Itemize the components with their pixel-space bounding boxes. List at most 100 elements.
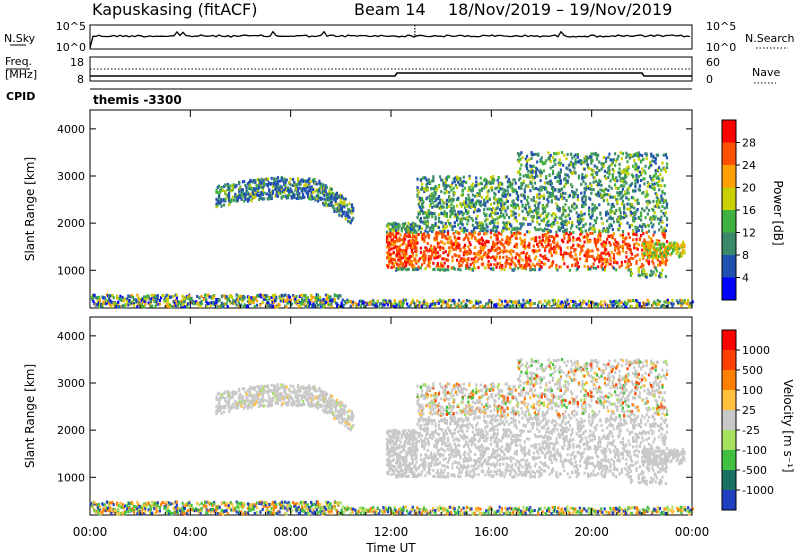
power-cell	[515, 232, 518, 236]
power-cell	[474, 208, 477, 212]
power-cell	[423, 216, 426, 220]
power-cell	[632, 216, 635, 220]
power-cell	[668, 242, 671, 246]
power-cell	[462, 251, 465, 255]
power-cell	[245, 188, 248, 192]
power-cell	[464, 264, 468, 268]
power-cell	[446, 241, 450, 245]
power-cell	[464, 201, 468, 205]
power-cell	[676, 245, 680, 249]
power-cell	[551, 240, 555, 244]
power-cell	[541, 235, 544, 239]
power-cell	[449, 185, 452, 189]
power-cell	[435, 238, 438, 242]
power-cell	[439, 248, 442, 252]
power-cell	[495, 229, 498, 233]
power-cell	[531, 263, 534, 267]
power-cell	[575, 205, 578, 209]
power-cell	[446, 219, 450, 223]
power-cell	[240, 295, 243, 299]
power-cell	[528, 158, 531, 162]
power-cell	[541, 203, 544, 207]
power-cell	[597, 181, 600, 185]
power-cell	[533, 181, 537, 185]
power-cell	[635, 241, 638, 245]
power-cell	[423, 175, 426, 179]
velocity-cell	[95, 503, 98, 507]
power-cell	[565, 228, 568, 232]
noise-left-tick-bottom: 10^0	[56, 41, 86, 54]
power-cell	[481, 203, 485, 207]
power-cell	[600, 255, 603, 259]
power-cell	[312, 302, 315, 306]
power-cell	[217, 193, 221, 197]
power-cell	[418, 303, 421, 307]
power-cell	[425, 178, 428, 182]
power-cell	[281, 297, 285, 301]
power-cell	[589, 226, 592, 230]
power-cell	[290, 189, 293, 193]
power-cell	[525, 261, 529, 265]
power-cell	[593, 204, 596, 208]
power-cell	[525, 198, 529, 202]
power-cell	[211, 296, 215, 300]
power-cell	[537, 205, 540, 209]
power-cell	[163, 299, 166, 303]
power-cell	[294, 301, 297, 305]
power-cell	[610, 186, 613, 190]
power-cell	[262, 297, 265, 301]
power-cell	[603, 243, 607, 247]
power-cell	[387, 264, 390, 268]
power-cell	[104, 302, 107, 306]
power-cell	[624, 213, 627, 217]
power-cell	[340, 303, 343, 307]
power-cell	[335, 194, 339, 198]
power-cell	[433, 267, 436, 271]
power-cell	[219, 303, 223, 307]
power-cell	[460, 210, 463, 214]
power-cell	[402, 253, 406, 257]
power-cell	[662, 228, 665, 232]
power-cell	[219, 188, 222, 192]
power-cell	[609, 195, 612, 199]
power-cell	[224, 190, 227, 194]
power-cell	[576, 261, 579, 265]
power-cell	[537, 207, 540, 211]
power-cell	[275, 177, 278, 181]
power-cell	[495, 226, 498, 230]
power-cell	[506, 206, 509, 210]
power-cell	[530, 152, 533, 156]
power-cell	[276, 176, 280, 180]
power-cell	[239, 193, 242, 197]
power-cell	[544, 233, 547, 237]
power-cell	[439, 198, 442, 202]
power-cell	[466, 250, 469, 254]
power-cell	[443, 261, 446, 265]
power-cell	[494, 248, 497, 252]
power-cell	[594, 219, 598, 223]
power-cell	[591, 213, 594, 217]
power-cell	[460, 193, 463, 197]
power-cell	[190, 296, 193, 300]
power-cell	[594, 239, 598, 243]
power-cell	[444, 250, 447, 254]
power-cell	[521, 156, 524, 160]
power-cell	[217, 199, 221, 203]
power-cell	[659, 200, 662, 204]
power-cell	[533, 204, 537, 208]
power-cell	[498, 182, 502, 186]
power-cell	[646, 193, 649, 197]
power-cell	[576, 195, 579, 199]
power-cell	[557, 225, 560, 229]
power-cell	[265, 192, 268, 196]
power-cell	[256, 190, 260, 194]
power-cell	[462, 216, 465, 220]
power-cell	[625, 167, 628, 171]
power-cell	[630, 272, 634, 276]
power-cell	[602, 164, 605, 168]
power-cell	[480, 188, 483, 192]
power-cell	[507, 216, 511, 220]
power-cell	[278, 303, 281, 307]
power-cell	[536, 220, 539, 224]
power-cell	[547, 200, 550, 204]
